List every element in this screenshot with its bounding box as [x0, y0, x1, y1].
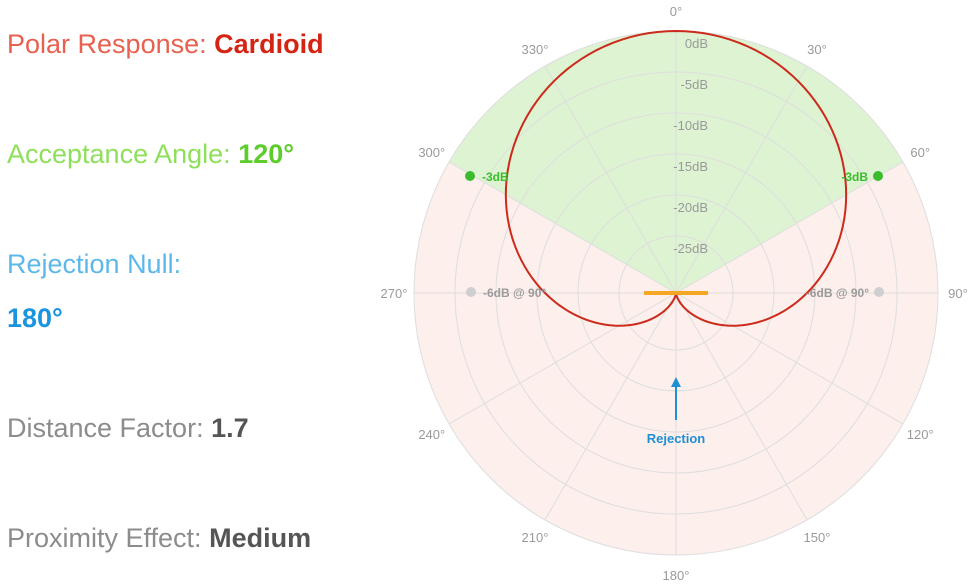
- grid-spoke: [675, 65, 808, 294]
- db-label: -25dB: [673, 241, 708, 256]
- acceptance-angle-line: Acceptance Angle: 120°: [7, 139, 294, 170]
- acceptance-marker-label-right: -3dB: [841, 170, 868, 184]
- angle-labels: 0° 30° 60° 90° 120° 150° 180° 210° 240° 270° 300° 3…: [381, 4, 968, 583]
- grid-spoke: [448, 161, 677, 294]
- angle-label: 180°: [663, 568, 690, 583]
- grid-spoke: [675, 292, 904, 425]
- acceptance-angle-value: 120°: [238, 139, 295, 169]
- acceptance-angle-label: Acceptance Angle:: [7, 139, 231, 169]
- db-label: -20dB: [673, 200, 708, 215]
- acceptance-marker-right: [873, 171, 883, 181]
- proximity-effect-line: Proximity Effect: Medium: [7, 523, 311, 554]
- side-marker-label-left: -6dB @ 90°: [483, 286, 546, 300]
- side-marker-label-right: -6dB @ 90°: [806, 286, 869, 300]
- polar-response-label: Polar Response:: [7, 29, 207, 59]
- db-label: -15dB: [673, 159, 708, 174]
- rejection-null-value: 180°: [7, 303, 63, 333]
- polar-response-line: Polar Response: Cardioid: [7, 29, 324, 60]
- angle-label: 330°: [522, 42, 549, 57]
- acceptance-marker-left: [465, 171, 475, 181]
- grid-spoke: [544, 292, 677, 521]
- angle-label: 150°: [804, 530, 831, 545]
- angle-label: 270°: [381, 286, 408, 301]
- db-scale-labels: 0dB -5dB -10dB -15dB -20dB -25dB: [673, 36, 708, 256]
- rejection-null-label: Rejection Null:: [7, 249, 182, 279]
- angle-label: 300°: [418, 145, 445, 160]
- db-label: -5dB: [681, 77, 708, 92]
- angle-label: 240°: [418, 427, 445, 442]
- side-marker-right: [874, 287, 884, 297]
- angle-label: 30°: [807, 42, 827, 57]
- polar-response-value: Cardioid: [214, 29, 324, 59]
- grid-spoke: [675, 292, 808, 521]
- angle-label: 120°: [907, 427, 934, 442]
- rejection-label: Rejection: [647, 431, 706, 446]
- rejection-arrow-head: [671, 377, 681, 387]
- db-label: -10dB: [673, 118, 708, 133]
- grid-spoke: [448, 292, 677, 425]
- db-label: 0dB: [685, 36, 708, 51]
- proximity-effect-value: Medium: [209, 523, 312, 553]
- angle-label: 210°: [522, 530, 549, 545]
- angle-label: 0°: [670, 4, 682, 19]
- distance-factor-value: 1.7: [211, 413, 249, 443]
- grid-spoke: [675, 161, 904, 294]
- proximity-effect-label: Proximity Effect:: [7, 523, 202, 553]
- side-marker-left: [466, 287, 476, 297]
- distance-factor-line: Distance Factor: 1.7: [7, 413, 249, 444]
- angle-label: 60°: [910, 145, 930, 160]
- grid-spoke: [544, 65, 677, 294]
- acceptance-marker-label-left: -3dB: [482, 170, 509, 184]
- distance-factor-label: Distance Factor:: [7, 413, 204, 443]
- angle-label: 90°: [948, 286, 968, 301]
